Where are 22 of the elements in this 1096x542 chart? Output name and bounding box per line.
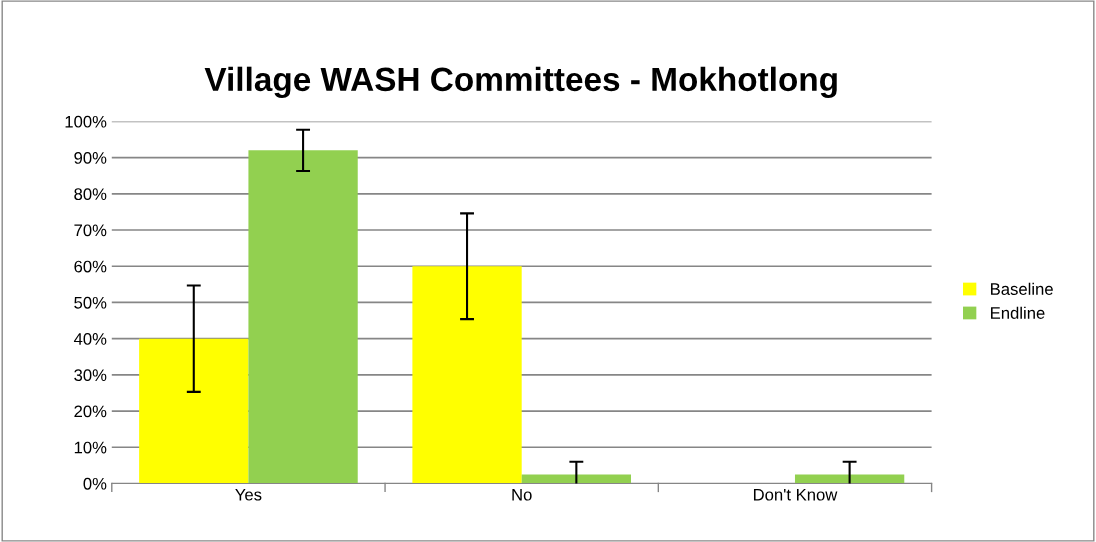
y-tick-label: 20% (74, 405, 107, 418)
y-tick-label: 70% (74, 224, 107, 237)
bar (794, 474, 905, 484)
y-tick-label: 0% (83, 477, 107, 490)
y-tick-label: 50% (74, 296, 107, 309)
bar (248, 150, 358, 484)
y-tick-label: 80% (74, 188, 107, 201)
legend-label: Endline (991, 306, 1045, 319)
y-tick-label: 10% (74, 441, 107, 454)
x-tick-label: No (512, 488, 532, 501)
y-tick-label: 40% (73, 333, 107, 345)
y-tick-label: 60% (74, 260, 107, 273)
bar (139, 338, 249, 484)
y-tick-label: 90% (74, 152, 107, 164)
y-tick-label: 100% (65, 115, 107, 128)
y-tick-label: 30% (74, 369, 107, 382)
x-tick-label: Yes (235, 488, 262, 501)
x-tick-label: Don't Know (753, 488, 838, 501)
bar (412, 266, 522, 484)
bar (521, 474, 631, 484)
legend-label: Baseline (991, 282, 1053, 295)
chart-title: Village WASH Committees - Mokhotlong (204, 66, 837, 98)
